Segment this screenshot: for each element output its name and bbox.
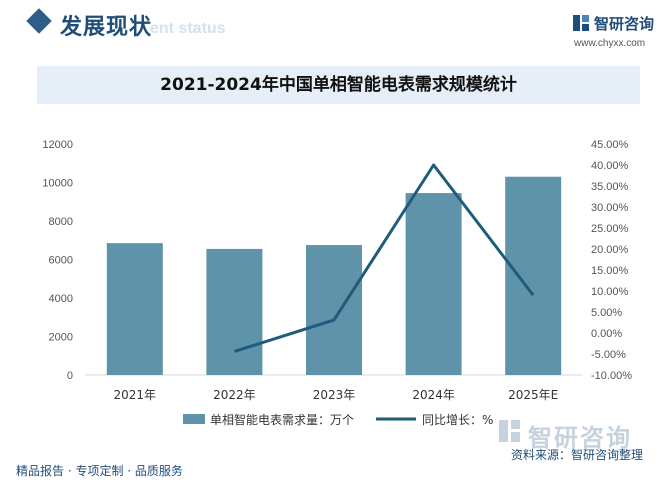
source-note: 资料来源：智研咨询整理 [511, 448, 644, 462]
y-right-tick-label: 25.00% [591, 223, 629, 235]
x-tick-label: 2023年 [313, 388, 356, 402]
footer-slogan: 精品报告 · 专项定制 · 品质服务 [16, 464, 183, 478]
bar-2 [206, 248, 263, 375]
y-right-tick-label: 40.00% [591, 160, 629, 172]
y-right-tick-label: 20.00% [591, 244, 629, 256]
y-left-tick-label: 6000 [49, 255, 73, 267]
bar-4 [405, 193, 462, 375]
y-left-tick-label: 10000 [42, 178, 73, 190]
chart-title: 2021-2024年中国单相智能电表需求规模统计 [160, 75, 517, 95]
y-right-tick-label: 35.00% [591, 181, 629, 193]
y-right-tick-label: 45.00% [591, 139, 629, 151]
section-title: 发展现状 [60, 15, 153, 40]
growth-line [233, 163, 535, 353]
y-right-tick-label: 30.00% [591, 202, 629, 214]
legend-line-label: 同比增长：% [422, 413, 493, 427]
y-left-tick-label: 2000 [49, 332, 73, 344]
y-right-tick-label: -10.00% [591, 370, 632, 382]
y-right-tick-label: 15.00% [591, 265, 629, 277]
x-tick-label: 2022年 [213, 388, 256, 402]
y-left-tick-label: 4000 [49, 293, 73, 305]
brand-logo-icon [573, 15, 589, 31]
y-left-tick-label: 12000 [42, 139, 73, 151]
watermark-logo-icon [499, 420, 520, 442]
y-left-tick-label: 0 [67, 370, 73, 382]
chart-title-band: 2021-2024年中国单相智能电表需求规模统计 [37, 66, 640, 104]
section-subtitle: ent status [150, 20, 226, 37]
y-right-tick-label: -5.00% [591, 349, 626, 361]
x-tick-label: 2025年E [508, 388, 558, 402]
x-tick-label: 2021年 [114, 388, 157, 402]
y-left-tick-label: 8000 [49, 216, 73, 228]
legend-bar-swatch [183, 414, 205, 424]
brand-name: 智研咨询 [594, 15, 655, 33]
y-right-tick-label: 10.00% [591, 286, 629, 298]
watermark-text: 智研咨询 [528, 424, 632, 452]
bar-3 [306, 245, 362, 375]
x-tick-label: 2024年 [412, 388, 455, 402]
bar-5 [505, 176, 562, 375]
header: 发展现状 ent status 智研咨询 www.chyxx.com [0, 0, 671, 58]
y-right-tick-label: 5.00% [591, 307, 622, 319]
bar-1 [106, 243, 163, 375]
legend-bar-label: 单相智能电表需求量：万个 [210, 412, 354, 427]
y-right-tick-label: 0.00% [591, 328, 622, 340]
watermark-logo: 智研咨询 [498, 418, 638, 452]
brand-url[interactable]: www.chyxx.com [574, 38, 646, 49]
